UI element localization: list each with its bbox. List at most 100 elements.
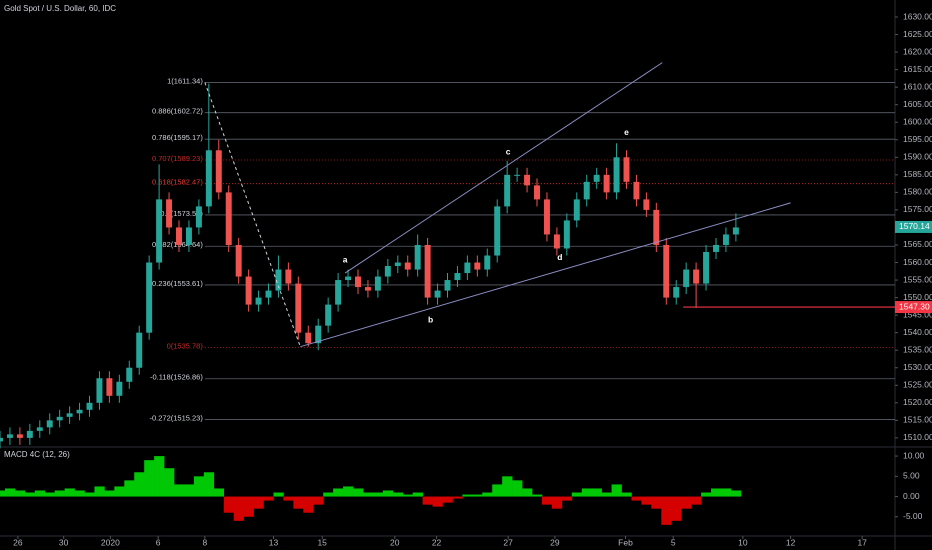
indicator-tick-label: 5.00 [903, 471, 920, 481]
macd-bar [223, 496, 234, 513]
macd-bar [571, 492, 583, 497]
indicator-tick-label: 10.00 [903, 450, 925, 460]
macd-bar [74, 490, 85, 497]
candle-body [543, 199, 550, 235]
candle-body [364, 287, 371, 291]
macd-bar [164, 468, 175, 497]
x-tick-label: 22 [432, 537, 442, 547]
macd-bar [581, 488, 592, 497]
candle-body [355, 276, 361, 288]
price-marker-box [895, 220, 932, 233]
macd-bar [561, 496, 573, 501]
candle-body [683, 269, 690, 288]
macd-bar [502, 476, 513, 497]
macd-bar [24, 492, 36, 497]
macd-bar [591, 488, 602, 497]
candle-body [225, 192, 232, 245]
trendline [344, 62, 663, 274]
y-tick-label: 1555.00 [903, 274, 932, 284]
candle-body [563, 220, 570, 249]
x-tick-label: 29 [550, 537, 560, 547]
candle-body [0, 437, 3, 442]
candle-body [494, 206, 501, 256]
candle-body [573, 199, 580, 221]
macd-bar [362, 492, 374, 497]
chart-title: Gold Spot / U.S. Dollar, 60, IDC [4, 4, 116, 13]
macd-bar [114, 486, 125, 497]
wave-label: e [624, 127, 629, 137]
y-tick-label: 1545.00 [903, 309, 932, 319]
macd-bar [601, 492, 612, 497]
candle-body [424, 244, 431, 298]
macd-bar [183, 484, 195, 497]
x-tick-label: 26 [13, 537, 23, 547]
candle-body [693, 269, 700, 284]
macd-bar [0, 490, 6, 497]
wave-label: d [557, 252, 562, 262]
candle-body [434, 290, 441, 298]
macd-bar [4, 488, 16, 497]
candle-body [96, 378, 103, 403]
macd-bar [422, 496, 433, 505]
candle-body [394, 262, 401, 267]
macd-bar [711, 488, 722, 497]
price-marker-box [895, 301, 932, 314]
macd-bar [482, 492, 493, 497]
macd-bar [243, 496, 254, 517]
candle-body [106, 378, 113, 396]
candle-body [136, 332, 143, 368]
x-tick-label: Feb [618, 537, 633, 547]
candle-body [195, 206, 202, 228]
candle-body [285, 269, 292, 284]
x-tick-label: 10 [738, 537, 748, 547]
macd-bar [641, 496, 652, 505]
macd-bar [402, 494, 413, 497]
candle-body [414, 244, 421, 270]
macd-bar [134, 472, 145, 497]
macd-bar [233, 496, 244, 521]
candle-body [713, 244, 719, 252]
y-tick-label: 1535.00 [903, 344, 932, 354]
macd-bar [462, 494, 473, 497]
x-tick-label: 15 [317, 537, 327, 547]
macd-bar [701, 492, 712, 497]
candle-body [6, 434, 13, 438]
y-tick-label: 1540.00 [903, 327, 932, 337]
fib-level-label: 1(1611.34) [167, 76, 203, 85]
y-tick-label: 1525.00 [903, 380, 932, 390]
candle-body [126, 367, 133, 382]
macd-bar [313, 496, 324, 505]
fib-level-label: 0.236(1553.61) [152, 279, 203, 288]
x-tick-label: 27 [503, 537, 513, 547]
macd-bar [154, 456, 165, 497]
y-tick-label: 1515.00 [903, 415, 932, 425]
y-tick-label: 1560.00 [903, 257, 932, 267]
y-tick-label: 1520.00 [903, 397, 932, 407]
indicator-title: MACD 4C (12, 26) [4, 450, 70, 459]
y-tick-label: 1510.00 [903, 432, 932, 442]
fib-level-label: 0.5(1573.56) [160, 209, 203, 218]
candle-body [623, 157, 630, 182]
candle-body [205, 150, 212, 207]
y-tick-label: 1595.00 [903, 134, 932, 144]
candle-body [484, 255, 491, 270]
fib-level-label: 0.707(1589.23) [152, 154, 203, 163]
macd-bar [671, 496, 682, 521]
y-tick-label: 1615.00 [903, 64, 932, 74]
macd-bar [392, 492, 404, 497]
candle-body [76, 409, 83, 414]
y-tick-label: 1610.00 [903, 81, 932, 91]
candle-body [116, 381, 123, 396]
candle-body [643, 199, 650, 210]
macd-bar [691, 496, 702, 505]
y-tick-label: 1530.00 [903, 362, 932, 372]
macd-bar [432, 496, 443, 507]
y-tick-label: 1600.00 [903, 116, 932, 126]
macd-bar [293, 496, 304, 509]
fib-level-label: 0.786(1595.17) [152, 133, 203, 142]
macd-bar [651, 496, 662, 509]
indicator-tick-label: -5.00 [903, 511, 923, 521]
candle-body [514, 174, 521, 176]
candle-body [703, 251, 710, 284]
macd-bar [532, 494, 543, 497]
